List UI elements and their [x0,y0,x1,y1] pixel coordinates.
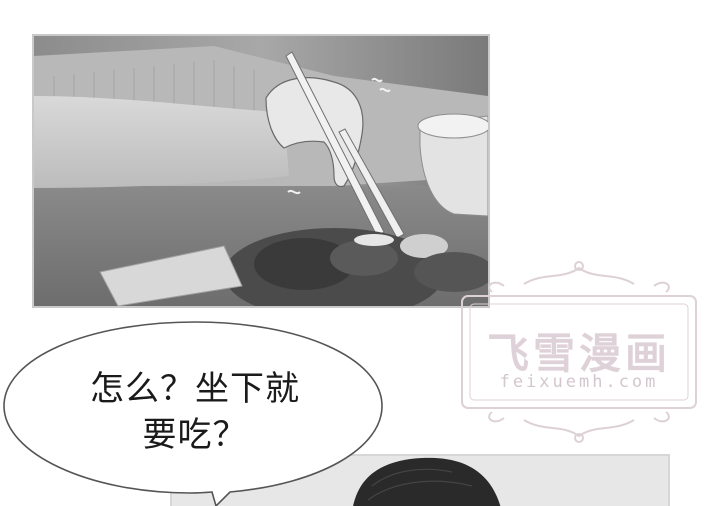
food-dish [224,228,488,306]
speech-line-1: 怎么？坐下就 [90,369,300,409]
character-hair [353,457,501,506]
speech-bubble-text: 怎么？坐下就 要吃？ [30,366,360,458]
bowl [417,113,488,217]
panel-illustration [34,36,488,306]
watermark-frame [461,261,697,443]
sleeve [34,96,289,188]
hair-strands [367,468,473,501]
watermark: 飞雪漫画 feixuemh.com [444,256,714,456]
watermark-url: feixuemh.com [499,372,659,392]
motion-lines [287,77,391,195]
watermark-title: 飞雪漫画 [486,329,671,378]
speech-bubble-shape [3,321,383,506]
speech-line-2: 要吃？ [142,415,248,455]
comic-panel-top [32,34,490,308]
speech-bubble: 怎么？坐下就 要吃？ [0,318,390,506]
side-plate [99,245,243,306]
chopstick-tip-highlight [354,234,394,246]
chopsticks [285,51,405,239]
